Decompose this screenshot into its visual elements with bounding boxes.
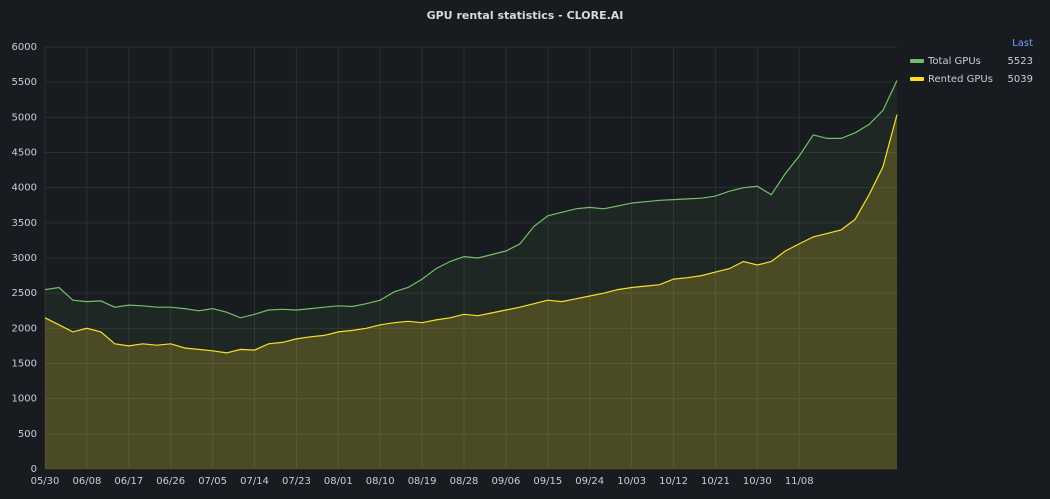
y-tick-label: 3500: [12, 218, 37, 229]
x-tick-label: 11/08: [785, 476, 814, 487]
legend-swatch: [910, 59, 924, 63]
y-tick-label: 4500: [12, 148, 37, 159]
x-tick-label: 08/19: [408, 476, 437, 487]
x-tick-label: 09/24: [575, 476, 604, 487]
x-tick-label: 09/06: [492, 476, 521, 487]
x-tick-label: 10/30: [743, 476, 772, 487]
x-tick-label: 06/08: [72, 476, 101, 487]
legend-label: Rented GPUs: [928, 74, 993, 85]
x-tick-label: 06/26: [156, 476, 185, 487]
x-tick-label: 07/05: [198, 476, 227, 487]
y-tick-label: 3000: [12, 253, 37, 264]
y-tick-label: 2500: [12, 288, 37, 299]
x-tick-label: 08/10: [366, 476, 395, 487]
y-tick-label: 2000: [12, 323, 37, 334]
series-line: [44, 80, 898, 319]
legend-header: Last: [1012, 38, 1033, 49]
y-tick-label: 5000: [12, 112, 37, 123]
y-tick-label: 1500: [12, 359, 37, 370]
y-tick-label: 5500: [12, 77, 37, 88]
x-tick-label: 07/14: [240, 476, 269, 487]
legend-label: Total GPUs: [927, 56, 981, 67]
x-tick-label: 05/30: [31, 476, 60, 487]
legend-value: 5039: [1008, 74, 1033, 85]
x-tick-label: 10/21: [701, 476, 730, 487]
series-area: [45, 114, 897, 469]
y-tick-label: 500: [18, 429, 37, 440]
x-tick-label: 10/03: [617, 476, 646, 487]
y-tick-label: 6000: [12, 42, 37, 53]
legend-swatch: [910, 77, 924, 81]
x-tick-label: 09/15: [533, 476, 562, 487]
x-tick-label: 08/28: [450, 476, 479, 487]
chart-title: GPU rental statistics - CLORE.AI: [427, 9, 624, 22]
x-tick-label: 06/17: [114, 476, 143, 487]
legend-value: 5523: [1008, 56, 1033, 67]
y-tick-label: 4000: [12, 183, 37, 194]
x-tick-label: 08/01: [324, 476, 353, 487]
series-area: [45, 80, 897, 469]
x-tick-label: 07/23: [282, 476, 311, 487]
y-tick-label: 1000: [12, 394, 37, 405]
x-tick-label: 10/12: [659, 476, 688, 487]
series-line: [44, 114, 898, 354]
y-tick-label: 0: [31, 464, 37, 475]
